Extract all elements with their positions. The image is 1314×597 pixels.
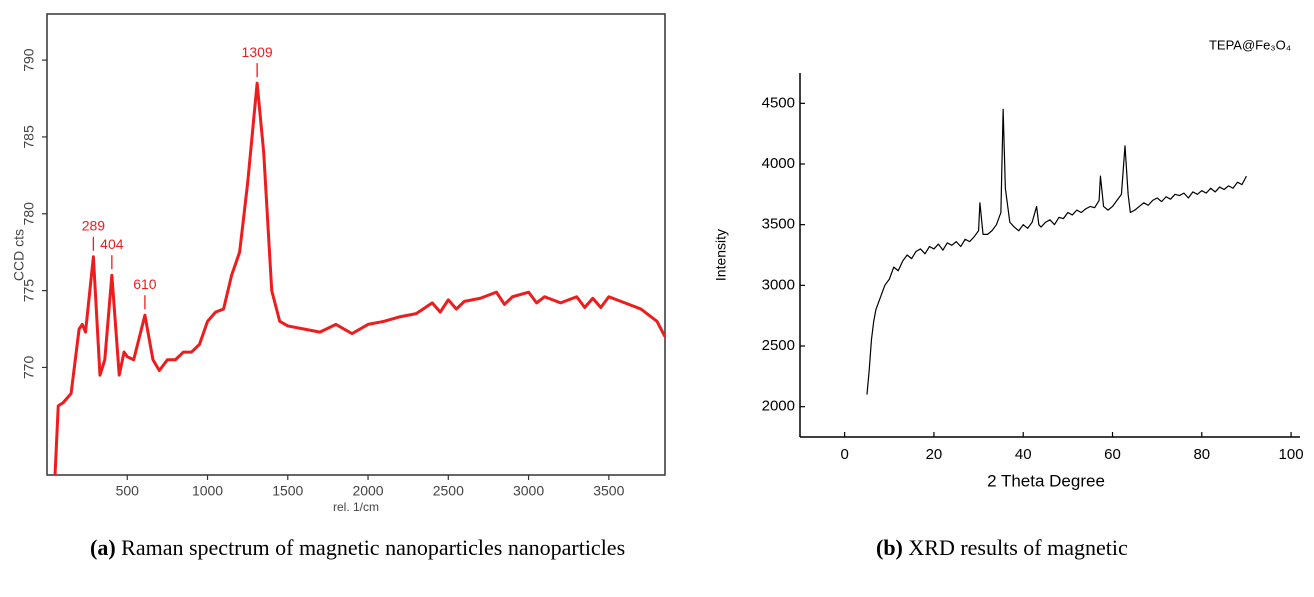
caption-text: XRD results of magnetic (908, 535, 1128, 560)
y-tick-label: 780 (21, 202, 37, 226)
x-tick-label: 3500 (593, 483, 624, 499)
y-axis-label: Intensity (713, 229, 729, 281)
y-tick-label: 785 (21, 125, 37, 149)
annotation-label: 610 (133, 276, 157, 292)
annotation-label: 1309 (242, 44, 273, 60)
x-axis-label: 2 Theta Degree (987, 471, 1105, 490)
y-tick-label: 4000 (762, 155, 795, 172)
plot-frame (46, 13, 666, 476)
caption-label: (b) (876, 535, 903, 560)
x-tick-label: 20 (926, 446, 943, 463)
x-tick-label: 80 (1193, 446, 1210, 463)
data-line (53, 81, 667, 476)
x-axis-label: rel. 1/cm (333, 500, 379, 514)
annotation-label: 289 (82, 217, 106, 233)
caption-a: (a) Raman spectrum of magnetic nanoparti… (90, 532, 666, 564)
y-tick-label: 770 (21, 356, 37, 380)
x-tick-label: 1500 (272, 483, 303, 499)
x-tick-label: 60 (1104, 446, 1121, 463)
y-tick-label: 2500 (762, 337, 795, 354)
caption-label: (a) (90, 535, 116, 560)
y-tick-label: 3500 (762, 216, 795, 233)
caption-b: (b) XRD results of magnetic (876, 532, 1296, 564)
y-tick-label: 3000 (762, 276, 795, 293)
y-tick-label: 4500 (762, 94, 795, 111)
x-tick-label: 2500 (433, 483, 464, 499)
x-tick-label: 100 (1279, 446, 1304, 463)
x-tick-label: 3000 (513, 483, 544, 499)
y-tick-label: 2000 (762, 398, 795, 415)
y-tick-label: 790 (21, 48, 37, 72)
x-tick-label: 500 (116, 483, 140, 499)
y-tick-label: 775 (21, 279, 37, 303)
x-tick-label: 1000 (192, 483, 223, 499)
x-tick-label: 0 (840, 446, 848, 463)
caption-text: Raman spectrum of magnetic nanoparticles… (121, 535, 626, 560)
x-tick-label: 2000 (352, 483, 383, 499)
annotation-label: 404 (100, 236, 124, 252)
chart-title: TEPA@Fe₃O₄ (1209, 37, 1291, 52)
x-tick-label: 40 (1015, 446, 1032, 463)
data-line (866, 108, 1247, 395)
y-axis-label: CCD cts (11, 229, 27, 281)
